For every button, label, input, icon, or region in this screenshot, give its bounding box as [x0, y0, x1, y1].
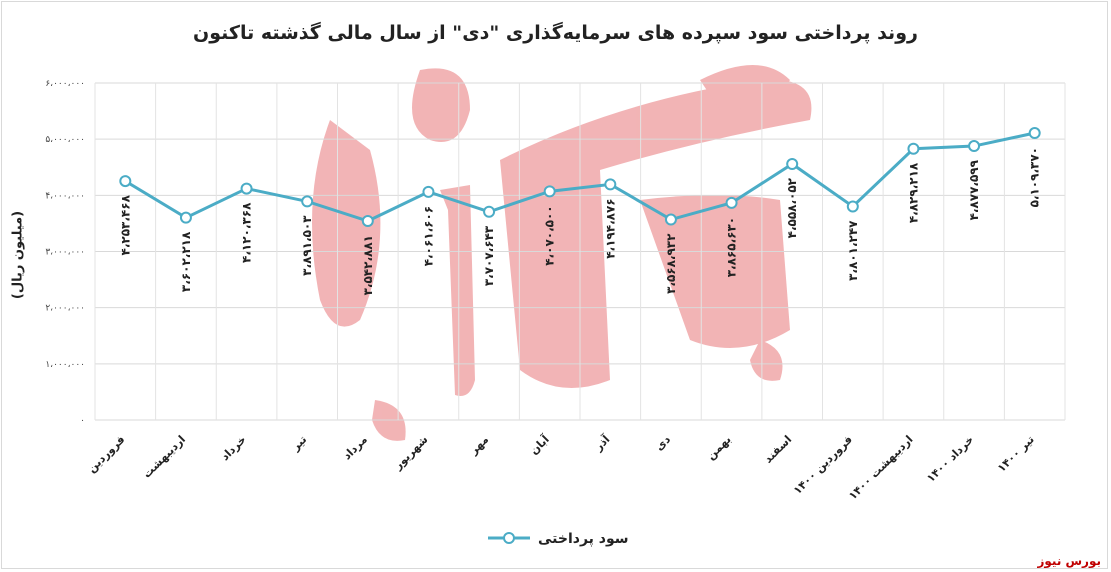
data-label: ۴،۱۲۰،۳۶۸ — [240, 202, 254, 263]
data-label: ۳،۵۶۸،۹۳۲ — [664, 233, 678, 294]
data-label: ۳،۵۴۲،۸۸۱ — [361, 235, 375, 295]
data-label: ۴،۰۷۰،۵۰۰ — [543, 205, 557, 265]
legend-label: سود پرداختی — [538, 531, 629, 547]
y-tick-label: ۵،۰۰۰،۰۰۰ — [45, 135, 85, 145]
x-tick-label: بهمن — [704, 433, 733, 462]
data-point — [483, 205, 496, 218]
x-axis-ticks: فروردین اردیبهشت خرداد تیر مرداد شهریور مهر آبا… — [85, 432, 1037, 502]
data-point — [907, 142, 920, 155]
x-tick-label: فروردین ۱۴۰۰ — [791, 433, 855, 497]
x-tick-label: فروردین — [85, 433, 127, 475]
series-line-path — [124, 131, 1036, 223]
data-label: ۳،۸۹۱،۵۰۳ — [300, 215, 314, 276]
data-label: ۴،۵۵۸،۰۵۲ — [785, 177, 799, 238]
data-point — [119, 175, 132, 188]
x-tick-label: مرداد — [340, 433, 369, 462]
data-point — [422, 185, 435, 198]
y-axis-ticks: ۰ ۱،۰۰۰،۰۰۰ ۲،۰۰۰،۰۰۰ ۳،۰۰۰،۰۰۰ ۴،۰۰۰،۰۰۰ ۵،۰… — [45, 79, 85, 426]
gridlines — [94, 82, 1066, 421]
legend-marker — [503, 532, 515, 544]
y-tick-label: ۲،۰۰۰،۰۰۰ — [45, 304, 85, 314]
y-tick-label: ۶،۰۰۰،۰۰۰ — [45, 79, 85, 89]
data-point — [725, 196, 738, 209]
y-tick-label: ۱،۰۰۰،۰۰۰ — [45, 360, 85, 370]
x-tick-label: آذر — [591, 432, 613, 454]
x-tick-label: آبان — [527, 432, 552, 457]
series-line — [119, 127, 1041, 228]
data-point — [301, 195, 314, 208]
legend: سود پرداختی — [488, 531, 629, 547]
x-tick-label: تیر — [288, 433, 309, 454]
data-point — [846, 200, 859, 213]
data-label: ۴،۲۵۳،۴۶۸ — [118, 194, 132, 255]
data-point — [1028, 127, 1041, 140]
x-tick-label: تیر ۱۴۰۰ — [995, 433, 1037, 475]
y-tick-label: ۳،۰۰۰،۰۰۰ — [45, 248, 85, 258]
data-label: ۳،۶۰۲،۲۱۸ — [179, 231, 193, 292]
data-label: ۳،۸۰۱،۲۴۷ — [846, 220, 860, 281]
data-label: ۳،۸۶۵،۶۳۰ — [725, 217, 739, 277]
x-tick-label: اسفند — [762, 433, 795, 466]
data-point — [179, 211, 192, 224]
x-tick-label: خرداد ۱۴۰۰ — [924, 433, 976, 485]
data-point — [361, 215, 374, 228]
y-tick-label: ۰ — [80, 416, 85, 426]
data-point — [786, 157, 799, 170]
data-point — [240, 182, 253, 195]
data-label: ۴،۱۹۴،۸۷۶ — [603, 198, 617, 258]
data-point — [664, 213, 677, 226]
data-point — [604, 178, 617, 191]
data-point — [543, 185, 556, 198]
data-label: ۴،۸۷۷،۵۹۹ — [967, 159, 981, 220]
x-tick-label: اردیبهشت — [140, 433, 188, 481]
source-label: بورس نیوز — [1037, 554, 1101, 568]
x-tick-label: خرداد — [218, 433, 248, 463]
x-tick-label: دی — [653, 433, 674, 454]
data-point — [968, 140, 981, 153]
data-label: ۵،۱۰۹،۳۷۰ — [1028, 147, 1042, 207]
x-tick-label: اردیبهشت ۱۴۰۰ — [846, 433, 915, 502]
data-labels: ۴،۲۵۳،۴۶۸ ۳،۶۰۲،۲۱۸ ۴،۱۲۰،۳۶۸ ۳،۸۹۱،۵۰۳ ۳،۵۴… — [118, 147, 1041, 295]
watermark-logo — [312, 65, 812, 441]
x-tick-label: مهر — [466, 433, 491, 458]
data-label: ۴،۰۶۱،۶۰۶ — [421, 206, 435, 266]
data-label: ۳،۷۰۷،۶۴۳ — [482, 225, 496, 286]
chart-title: روند پرداختی سود سپرده های سرمایه‌گذاری … — [193, 22, 918, 44]
y-tick-label: ۴،۰۰۰،۰۰۰ — [45, 191, 85, 201]
data-label: ۴،۸۲۹،۲۱۸ — [906, 162, 920, 223]
